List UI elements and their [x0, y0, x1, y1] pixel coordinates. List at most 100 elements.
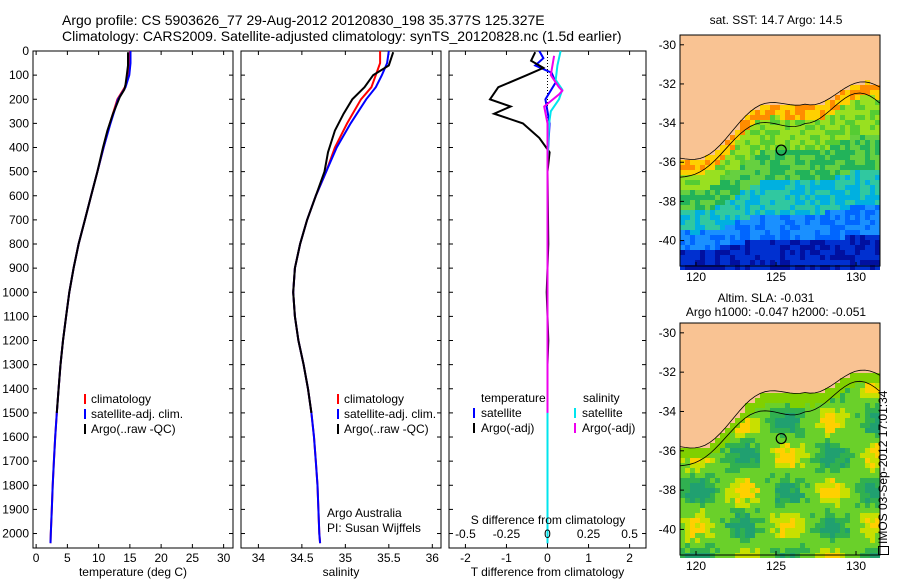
- map-cell: [870, 433, 875, 438]
- map-cell: [695, 548, 700, 553]
- map-cell: [720, 508, 725, 513]
- map-cell: [775, 260, 780, 265]
- map-cell: [695, 210, 700, 215]
- map-cell: [785, 105, 790, 110]
- map-cell: [760, 493, 765, 498]
- map-cell: [765, 368, 770, 373]
- map-cell: [795, 398, 800, 403]
- map-cell: [870, 333, 875, 338]
- map-cell: [715, 115, 720, 120]
- map-cell: [700, 398, 705, 403]
- map-cell: [730, 240, 735, 245]
- map-cell: [685, 513, 690, 518]
- map-cell: [720, 85, 725, 90]
- map-cell: [695, 508, 700, 513]
- map-cell: [875, 468, 880, 473]
- map-cell: [695, 543, 700, 548]
- map-cell: [870, 358, 875, 363]
- map-cell: [820, 115, 825, 120]
- map-cell: [850, 200, 855, 205]
- map-cell: [820, 498, 825, 503]
- map-cell: [845, 70, 850, 75]
- map-cell: [815, 205, 820, 210]
- map-cell: [700, 225, 705, 230]
- map-cell: [685, 240, 690, 245]
- map-cell: [805, 543, 810, 548]
- y-tick-label: -32: [659, 365, 677, 379]
- map-cell: [685, 80, 690, 85]
- map-cell: [730, 190, 735, 195]
- map-cell: [850, 393, 855, 398]
- map-cell: [730, 130, 735, 135]
- map-cell: [820, 195, 825, 200]
- map-cell: [705, 55, 710, 60]
- map-cell: [855, 498, 860, 503]
- map-cell: [790, 443, 795, 448]
- map-cell: [780, 393, 785, 398]
- map-cell: [825, 135, 830, 140]
- map-cell: [805, 518, 810, 523]
- map-cell: [820, 333, 825, 338]
- map-cell: [710, 180, 715, 185]
- map-cell: [835, 438, 840, 443]
- map-cell: [835, 523, 840, 528]
- map-cell: [860, 110, 865, 115]
- map-cell: [790, 403, 795, 408]
- map-cell: [755, 513, 760, 518]
- map-cell: [800, 458, 805, 463]
- map-cell: [825, 508, 830, 513]
- map-cell: [740, 225, 745, 230]
- map-cell: [840, 468, 845, 473]
- map-cell: [830, 185, 835, 190]
- map-cell: [735, 50, 740, 55]
- map-cell: [830, 338, 835, 343]
- map-cell: [760, 488, 765, 493]
- map-cell: [685, 368, 690, 373]
- map-cell: [845, 55, 850, 60]
- map-cell: [715, 448, 720, 453]
- map-cell: [780, 55, 785, 60]
- map-cell: [710, 220, 715, 225]
- map-cell: [800, 323, 805, 328]
- map-cell: [730, 215, 735, 220]
- map-cell: [755, 338, 760, 343]
- map-cell: [800, 383, 805, 388]
- map-cell: [795, 85, 800, 90]
- map-cell: [795, 343, 800, 348]
- map-cell: [785, 50, 790, 55]
- map-cell: [790, 205, 795, 210]
- map-cell: [860, 398, 865, 403]
- map-cell: [760, 85, 765, 90]
- map-cell: [790, 175, 795, 180]
- map-cell: [770, 195, 775, 200]
- map-cell: [715, 363, 720, 368]
- map-cell: [855, 403, 860, 408]
- map-cell: [680, 255, 685, 260]
- map-cell: [845, 185, 850, 190]
- map-cell: [745, 383, 750, 388]
- map-cell: [850, 165, 855, 170]
- map-cell: [850, 105, 855, 110]
- map-cell: [690, 175, 695, 180]
- map-cell: [825, 408, 830, 413]
- map-cell: [705, 135, 710, 140]
- map-cell: [735, 348, 740, 353]
- map-cell: [780, 418, 785, 423]
- map-cell: [740, 393, 745, 398]
- map-cell: [775, 388, 780, 393]
- map-cell: [790, 358, 795, 363]
- map-cell: [815, 348, 820, 353]
- map-cell: [695, 235, 700, 240]
- map-cell: [775, 215, 780, 220]
- map-cell: [800, 478, 805, 483]
- map-cell: [735, 353, 740, 358]
- map-cell: [695, 100, 700, 105]
- map-cell: [785, 245, 790, 250]
- map-cell: [700, 90, 705, 95]
- map-cell: [795, 65, 800, 70]
- map-cell: [860, 473, 865, 478]
- map-cell: [830, 90, 835, 95]
- map-cell: [825, 215, 830, 220]
- map-cell: [710, 260, 715, 265]
